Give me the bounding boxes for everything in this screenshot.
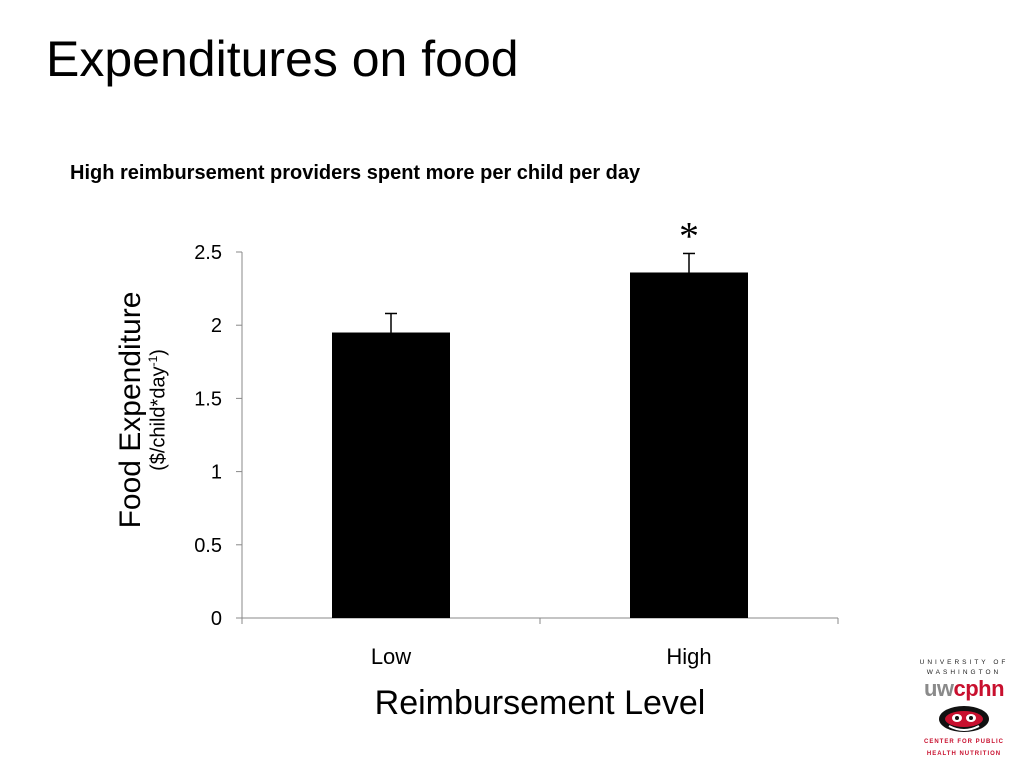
logo-washington-line: WASHINGTON	[926, 669, 1002, 676]
logo-wordmark-uw: uw	[923, 676, 954, 701]
bar	[630, 272, 748, 618]
y-axis-label-unit: ($/child*day-1)	[145, 292, 170, 529]
salmon-emblem-icon	[939, 706, 989, 732]
x-tick-label: High	[666, 644, 711, 669]
logo-nutrition-line: HEALTH NUTRITION	[926, 751, 1002, 757]
y-tick-label: 2	[211, 315, 222, 337]
y-tick-label: 1	[211, 462, 222, 484]
y-axis-unit-prefix: ($/child*day	[147, 366, 170, 471]
y-axis-unit-superscript: -1	[145, 355, 160, 367]
logo-wordmark: uwcphn	[918, 678, 1010, 700]
y-axis-label: Food Expenditure ($/child*day-1)	[113, 291, 170, 529]
y-tick-label: 0	[211, 608, 222, 630]
slide-title: Expenditures on food	[46, 31, 519, 87]
bar	[332, 332, 450, 618]
uwcphn-logo: UNIVERSITY OF WASHINGTON uwcphn CENTER F…	[918, 658, 1010, 758]
x-tick-label: Low	[371, 644, 411, 669]
y-tick-label: 0.5	[194, 535, 222, 557]
x-axis-label: Reimbursement Level	[374, 684, 706, 722]
y-axis-unit-suffix: )	[147, 349, 170, 356]
y-axis-label-main: Food Expenditure	[113, 291, 147, 529]
y-tick-label: 1.5	[194, 388, 222, 410]
y-tick-label: 2.5	[194, 242, 222, 264]
logo-university-line: UNIVERSITY OF	[919, 659, 1009, 666]
chart-subtitle: High reimbursement providers spent more …	[70, 162, 641, 184]
significance-marker: *	[679, 213, 699, 258]
logo-wordmark-cphn: cphn	[953, 676, 1005, 701]
logo-center-line: CENTER FOR PUBLIC	[924, 739, 1004, 745]
